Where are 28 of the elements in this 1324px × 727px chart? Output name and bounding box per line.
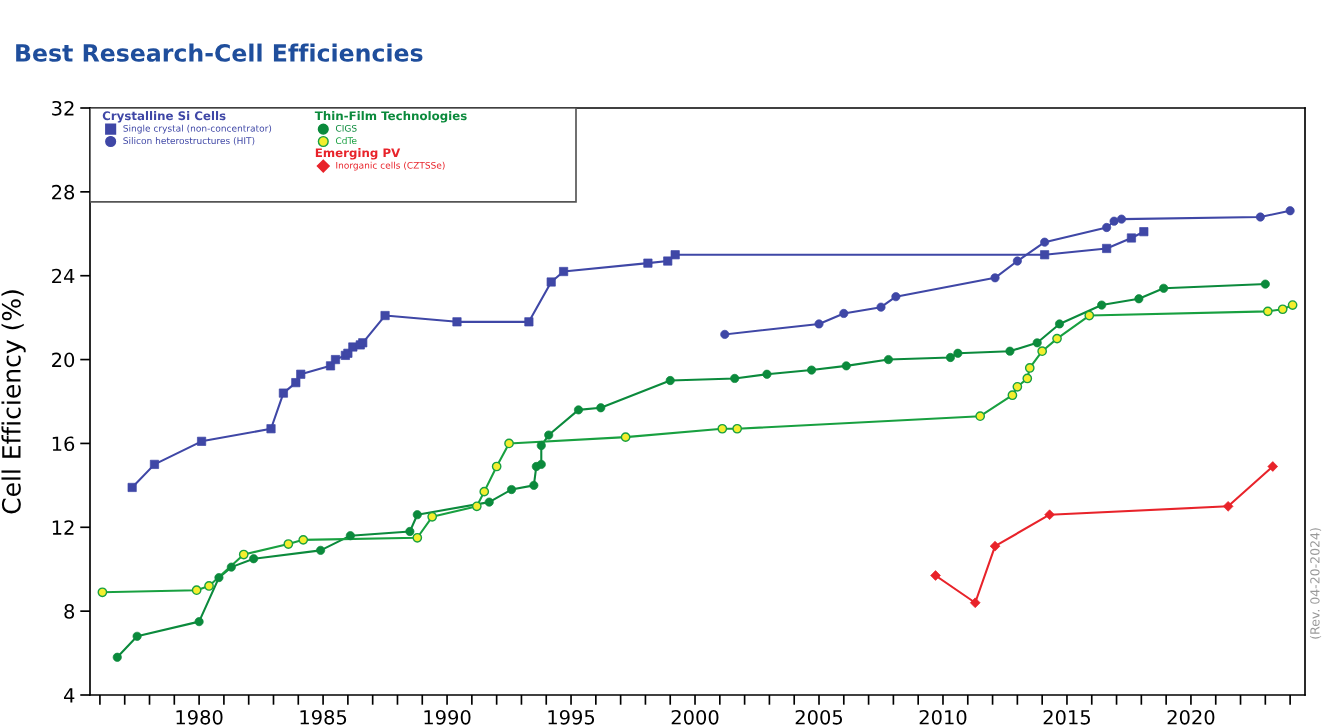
legend-label: CdTe: [335, 137, 357, 145]
x-tick-label: 1990: [424, 709, 471, 725]
chart-title: Best Research-Cell Efficiencies: [16, 43, 423, 62]
y-tick-label: 4: [64, 688, 75, 703]
y-tick-label: 24: [52, 268, 75, 284]
x-tick-label: 1995: [548, 709, 595, 725]
text: (Rev. 04-20-2024): [1309, 528, 1322, 639]
annotation: Crystalline Si Cells: [102, 111, 226, 123]
x-tick-label: 1980: [176, 709, 223, 725]
x-tick-label: 1985: [300, 709, 347, 725]
annotation: Thin-Film Technologies: [314, 111, 467, 123]
y-tick-label: 8: [64, 604, 75, 619]
x-tick-label: 2005: [795, 709, 843, 725]
x-tick-label: 2000: [671, 709, 719, 725]
x-tick-label: 2010: [919, 709, 967, 725]
x-tick-label: 2020: [1167, 709, 1215, 725]
legend-label: Inorganic cells (CZTSSe): [336, 161, 445, 171]
y-tick-label: 12: [52, 520, 74, 535]
legend-label: Silicon heterostructures (HIT): [123, 137, 255, 146]
y-tick-label: 32: [52, 100, 74, 116]
y-tick-label: 20: [52, 352, 75, 368]
legend-label: Single crystal (non-concentrator): [123, 124, 272, 134]
legend-label: CIGS: [335, 124, 357, 132]
annotation: Emerging PV: [315, 148, 401, 160]
x-tick-label: 2015: [1043, 709, 1090, 725]
y-tick-label: 28: [52, 184, 75, 200]
y-axis-title: Cell Efficiency (%): [1, 290, 26, 514]
y-tick-label: 16: [52, 436, 75, 452]
